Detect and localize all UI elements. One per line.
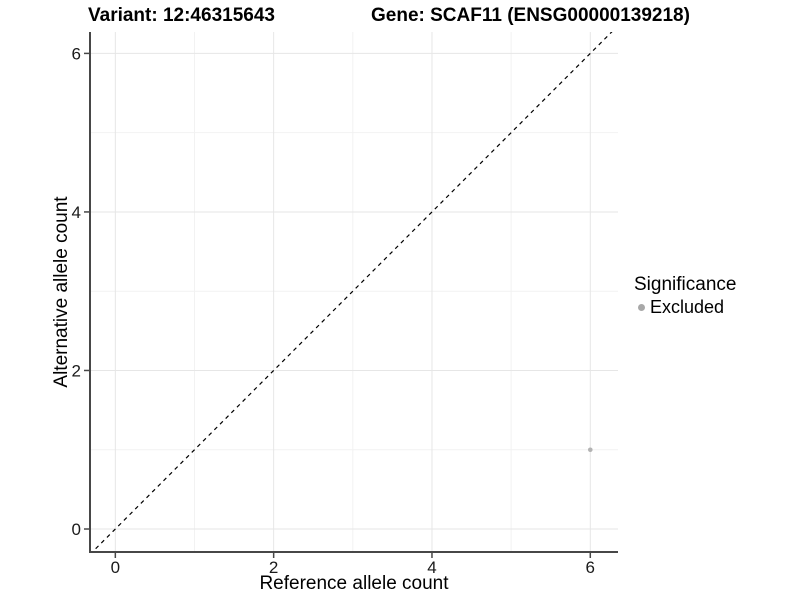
- y-tick-label: 0: [72, 520, 81, 539]
- identity-dashed-line: [91, 32, 613, 552]
- legend-item-excluded: Excluded: [634, 297, 736, 318]
- legend-point-icon: [638, 304, 645, 311]
- gene-title: Gene: SCAF11 (ENSG00000139218): [371, 5, 690, 26]
- x-tick-label: 4: [427, 558, 436, 577]
- x-tick-label: 0: [111, 558, 120, 577]
- data-point: [587, 447, 593, 453]
- x-tick-label: 6: [586, 558, 595, 577]
- x-axis-title: Reference allele count: [259, 573, 449, 594]
- y-tick-label: 4: [72, 203, 81, 222]
- y-axis-title: Alternative allele count: [51, 196, 72, 388]
- legend-item-label: Excluded: [650, 297, 725, 317]
- variant-title: Variant: 12:46315643: [88, 5, 275, 26]
- x-tick-label: 2: [269, 558, 278, 577]
- y-tick-label: 2: [72, 361, 81, 380]
- y-tick-label: 6: [72, 44, 81, 63]
- legend-title: Significance: [634, 274, 737, 295]
- legend: Significance Excluded: [634, 274, 736, 318]
